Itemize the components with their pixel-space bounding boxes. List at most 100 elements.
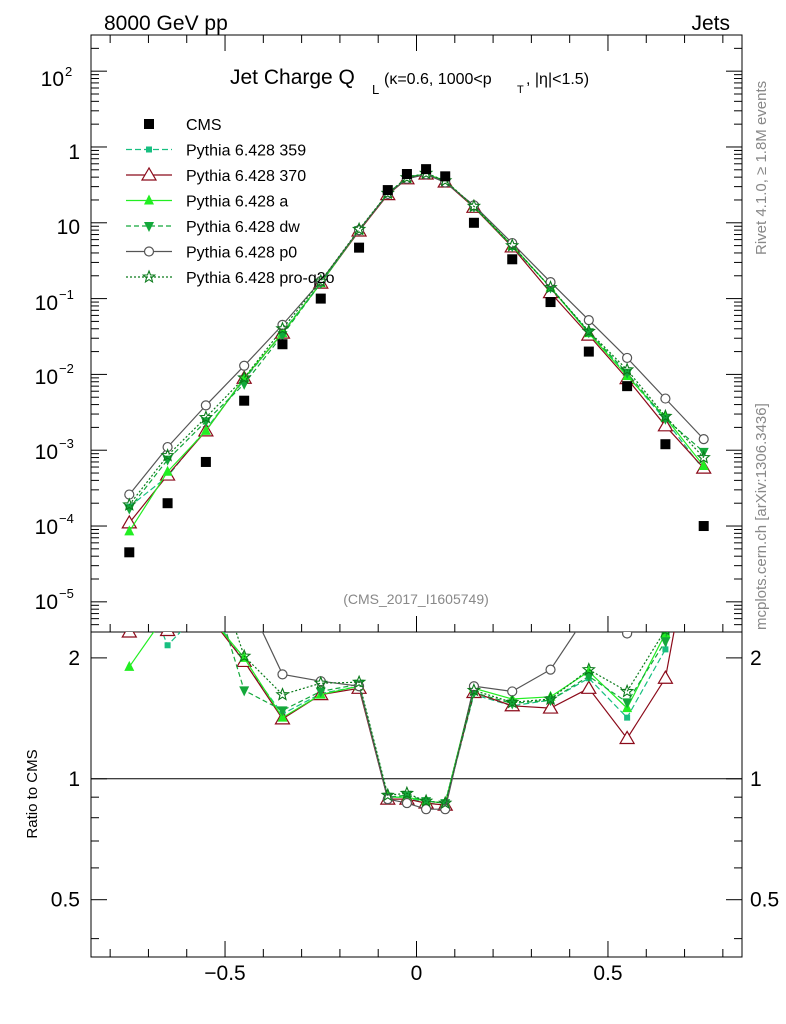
series-4-ratio-point — [420, 804, 432, 815]
series-4-ratio-point — [622, 632, 633, 639]
series-5-point — [466, 198, 482, 213]
cms-data-point — [162, 498, 173, 509]
series-5-ratio-point — [543, 691, 558, 706]
legend-label-5: Pythia 6.428 pro-q2o — [186, 270, 335, 287]
series-3-ratio-point — [622, 698, 633, 709]
series-4-ratio-point — [125, 468, 134, 477]
cms-data-point — [354, 242, 365, 253]
series-4-point — [583, 315, 594, 326]
series-1-point — [657, 417, 674, 432]
series-2-ratio-point — [201, 606, 211, 616]
cms-data-point — [421, 164, 432, 175]
ratio-panel-series — [121, 314, 709, 815]
y-tick-label-1e2: 10 — [41, 68, 64, 91]
y-tick-label-1e1: 1 — [68, 141, 80, 164]
series-0-ratio-point — [203, 603, 209, 609]
series-5-ratio-point — [275, 687, 290, 701]
y-tick-label-1e-4: 10 — [35, 516, 58, 539]
series-1-ratio-point — [580, 680, 597, 694]
series-4-ratio-point — [240, 589, 249, 598]
legend: CMS Pythia 6.428 359 Pythia 6.428 370 Pythi… — [126, 117, 335, 287]
series-5-ratio-point — [418, 793, 434, 808]
series-4-ratio-point — [277, 669, 288, 680]
series-4-line — [128, 173, 705, 495]
cms-data-point — [583, 346, 594, 357]
cms-data-point — [507, 254, 518, 265]
series-3-ratio-point — [699, 382, 709, 392]
ratio-y-tick-label-right: 1 — [750, 768, 762, 791]
side-label-mcplots: mcplots.cern.ch [arXiv:1306.3436] — [753, 403, 770, 630]
legend-label-2: Pythia 6.428 a — [186, 194, 288, 211]
ratio-y-tick-label-right: 2 — [750, 647, 762, 670]
series-5-ratio-point — [351, 674, 367, 689]
y-tick-exp-1e-2: −2 — [59, 361, 74, 376]
title-detail-b: , |η|<1.5) — [526, 71, 589, 88]
series-4-ratio-point — [584, 608, 593, 617]
ratio-plot-frame — [90, 631, 743, 958]
series-4-ratio-line — [261, 632, 629, 810]
main-clip-group — [121, 164, 712, 558]
series-4-ratio-point — [699, 314, 708, 323]
series-5-point — [619, 362, 635, 376]
series-5-ratio-point — [698, 410, 709, 421]
series-4-ratio-point — [507, 686, 518, 697]
title-sub-t: T — [517, 84, 524, 96]
title-main: Jet Charge Q — [230, 66, 355, 89]
series-0-ratio-point — [701, 478, 707, 484]
cms-data-point — [622, 381, 633, 392]
series-5-ratio-point — [237, 648, 252, 663]
legend-marker-0 — [146, 146, 152, 153]
title-sub-l: L — [372, 82, 379, 97]
cms-data-point — [277, 339, 288, 350]
series-2-ratio-point — [124, 660, 135, 671]
axis-ticks: −0.5 0 0.5 0.5 0.5 1 1 2 2 — [51, 34, 779, 985]
legend-label-1: Pythia 6.428 370 — [186, 168, 306, 185]
y-tick-label-1e-3: 10 — [35, 441, 58, 464]
series-4-point — [698, 434, 709, 445]
main-y-tick-labels: 10 2 1 10 10 −1 10 −2 10 −3 10 −4 10 −5 — [35, 64, 80, 614]
header-left: 8000 GeV pp — [104, 12, 228, 35]
y-tick-exp-1e-5: −5 — [59, 586, 74, 601]
legend-marker-5 — [141, 269, 157, 284]
series-2-point — [698, 459, 709, 470]
y-tick-exp-1e2: 2 — [65, 64, 72, 79]
y-tick-exp-1e-3: −3 — [59, 436, 74, 451]
series-0-ratio-point — [624, 714, 631, 721]
series-4-ratio-point — [401, 797, 413, 809]
ratio-y-tick-label: 0.5 — [51, 889, 80, 912]
series-3-ratio-line — [225, 632, 668, 804]
y-tick-label-1e-1: 10 — [35, 292, 58, 315]
cms-data-point — [315, 293, 326, 304]
series-5-point — [313, 273, 328, 288]
ratio-clip-group — [121, 314, 709, 815]
cms-data-point — [200, 456, 211, 467]
series-3-ratio-point — [277, 706, 288, 717]
legend-marker-3 — [144, 222, 154, 232]
legend-label-cms: CMS — [186, 117, 222, 134]
ratio-y-axis-label: Ratio to CMS — [24, 749, 41, 838]
series-4-ratio-point — [661, 532, 670, 541]
series-3-ratio-point — [583, 672, 594, 683]
cms-data-point — [698, 521, 709, 532]
series-0-ratio-point — [662, 646, 669, 653]
legend-marker-4 — [143, 246, 155, 257]
series-5-point — [237, 370, 252, 384]
series-4-ratio-point — [545, 664, 556, 675]
series-1-ratio-point — [159, 632, 176, 637]
series-2-ratio-point — [163, 606, 173, 616]
series-5-ratio-point — [581, 662, 596, 676]
series-3-ratio-point — [239, 686, 250, 697]
series-5-ratio-line — [235, 632, 665, 804]
cms-data-point — [124, 547, 135, 558]
legend-marker-1 — [140, 166, 158, 181]
series-1-ratio-point — [657, 670, 674, 684]
series-4-point — [622, 352, 633, 364]
series-4-point — [660, 393, 671, 404]
series-4-point — [200, 400, 211, 411]
series-3-ratio-point — [660, 637, 671, 648]
series-3-ratio-point — [201, 561, 211, 571]
series-2-point — [200, 424, 211, 435]
plot-title: Jet Charge Q L (κ=0.6, 1000<p T , |η|<1.… — [230, 66, 589, 97]
series-4-ratio-point — [201, 477, 210, 486]
